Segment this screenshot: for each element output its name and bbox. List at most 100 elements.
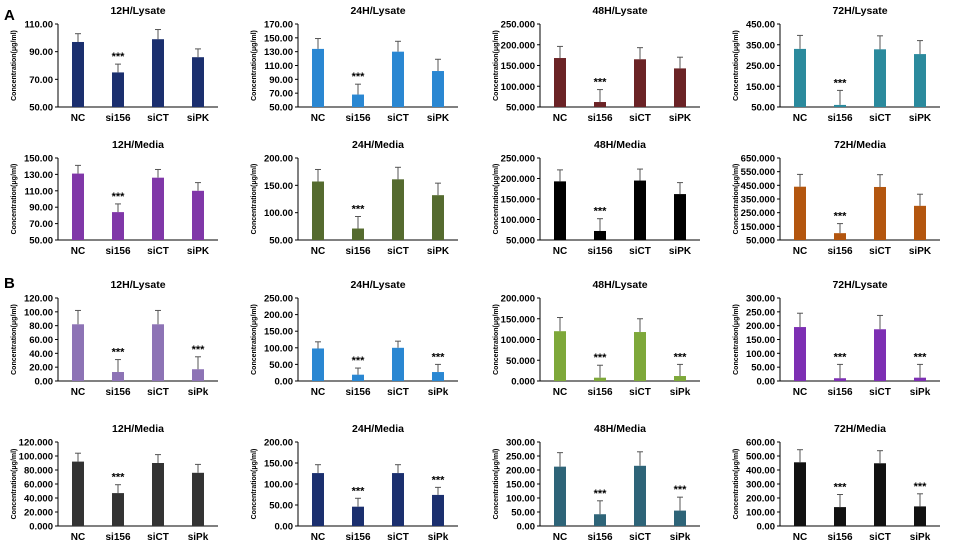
x-tick-label: siPk — [188, 532, 209, 543]
charts-layer: 12H/Lysate Concentration(μg/ml) 50.00 70.00… — [11, 5, 940, 543]
y-tick-label: 250.000 — [741, 208, 775, 219]
x-tick-label: siCT — [387, 532, 409, 543]
x-tick-label: siCT — [147, 246, 169, 257]
bar-sict — [152, 324, 164, 381]
x-tick-label: si156 — [105, 532, 130, 543]
x-tick-label: si156 — [105, 387, 130, 398]
y-axis-label: Concentration(μg/ml) — [733, 449, 740, 520]
bar-nc — [794, 48, 806, 107]
chart-4: 72H/Lysate Concentration(μg/ml) 50.00 150.0… — [733, 5, 940, 124]
y-tick-label: 200.00 — [264, 438, 293, 449]
y-tick-label: 50.00 — [269, 103, 293, 114]
x-tick-label: NC — [793, 113, 807, 124]
bar-si156 — [594, 514, 606, 526]
x-tick-label: si156 — [587, 387, 612, 398]
y-tick-label: 250.000 — [501, 154, 535, 165]
bar-si156 — [352, 228, 364, 240]
y-tick-label: 20.000 — [24, 508, 53, 519]
x-tick-label: si156 — [105, 113, 130, 124]
chart-7: 48H/Media Concentration(μg/ml) 50.000 100.0… — [493, 139, 700, 257]
x-tick-label: siPK — [669, 246, 692, 257]
x-tick-label: siPK — [909, 246, 932, 257]
bar-si156 — [834, 378, 846, 381]
y-tick-label: 150.00 — [24, 154, 53, 165]
significance-label: *** — [674, 484, 688, 496]
chart-8: 72H/Media Concentration(μg/ml) 50.000 150.0… — [733, 139, 940, 257]
x-tick-label: NC — [553, 387, 567, 398]
x-tick-label: NC — [71, 387, 85, 398]
x-tick-label: NC — [71, 532, 85, 543]
bar-sict — [874, 186, 886, 240]
panel-label-b: B — [4, 275, 15, 292]
y-tick-label: 100.00 — [506, 494, 535, 505]
chart-6: 24H/Media Concentration(μg/ml) 50.00 100.00… — [251, 139, 458, 257]
x-tick-label: si156 — [587, 246, 612, 257]
x-tick-label: siCT — [147, 532, 169, 543]
x-tick-label: siPK — [427, 246, 450, 257]
bar-nc — [312, 473, 324, 526]
y-tick-label: 200.000 — [501, 294, 535, 305]
y-tick-label: 170.00 — [264, 20, 293, 31]
bar-nc — [72, 324, 84, 381]
y-tick-label: 0.00 — [35, 377, 54, 388]
significance-label: *** — [352, 203, 366, 215]
x-tick-label: siCT — [629, 387, 651, 398]
y-axis-label: Concentration(μg/ml) — [11, 449, 18, 520]
y-tick-label: 150.00 — [264, 181, 293, 192]
y-tick-label: 0.00 — [757, 522, 776, 533]
significance-label: *** — [112, 51, 126, 63]
bar-nc — [72, 173, 84, 240]
significance-label: *** — [112, 191, 126, 203]
y-tick-label: 200.000 — [501, 174, 535, 185]
bar-sipk — [914, 54, 926, 107]
y-tick-label: 300.00 — [746, 294, 775, 305]
x-tick-label: NC — [793, 532, 807, 543]
significance-label: *** — [192, 344, 206, 356]
y-tick-label: 50.000 — [746, 236, 775, 247]
bar-sipk — [674, 68, 686, 107]
x-tick-label: si156 — [345, 532, 370, 543]
y-tick-label: 50.000 — [506, 356, 535, 367]
bar-si156 — [594, 102, 606, 107]
y-tick-label: 0.00 — [275, 377, 294, 388]
y-tick-label: 250.00 — [746, 307, 775, 318]
y-tick-label: 100.00 — [264, 343, 293, 354]
y-axis-label: Concentration(μg/ml) — [733, 304, 740, 375]
bar-sipk — [192, 57, 204, 107]
y-axis-label: Concentration(μg/ml) — [251, 304, 258, 375]
bar-sipk — [674, 376, 686, 381]
y-tick-label: 150.00 — [264, 459, 293, 470]
y-tick-label: 150.000 — [501, 195, 535, 206]
x-tick-label: si156 — [827, 387, 852, 398]
x-tick-label: siPk — [910, 532, 931, 543]
bar-sict — [392, 179, 404, 240]
y-tick-label: 200.00 — [746, 321, 775, 332]
y-tick-label: 200.00 — [506, 466, 535, 477]
y-tick-label: 80.00 — [29, 321, 53, 332]
y-tick-label: 0.00 — [517, 522, 536, 533]
x-tick-label: NC — [311, 532, 325, 543]
significance-label: *** — [594, 352, 608, 364]
bar-sipk — [674, 194, 686, 240]
x-tick-label: siPk — [670, 387, 691, 398]
bar-sipk — [192, 190, 204, 240]
x-tick-label: si156 — [827, 532, 852, 543]
y-axis-label: Concentration(μg/ml) — [251, 164, 258, 235]
y-tick-label: 150.00 — [746, 82, 775, 93]
significance-label: *** — [112, 347, 126, 359]
y-tick-label: 100.000 — [501, 215, 535, 226]
y-tick-label: 250.00 — [506, 452, 535, 463]
chart-title: 24H/Lysate — [350, 279, 405, 291]
bar-si156 — [834, 104, 846, 107]
y-tick-label: 50.00 — [751, 103, 775, 114]
chart-14: 24H/Media Concentration(μg/ml) 0.00 50.00 10… — [251, 423, 458, 543]
y-tick-label: 450.000 — [741, 181, 775, 192]
y-axis-label: Concentration(μg/ml) — [733, 164, 740, 235]
bar-sipk — [432, 372, 444, 381]
bar-sipk — [432, 494, 444, 526]
y-tick-label: 150.00 — [264, 33, 293, 44]
y-tick-label: 350.000 — [741, 195, 775, 206]
significance-label: *** — [352, 485, 366, 497]
chart-12: 72H/Lysate Concentration(μg/ml) 0.00 50.00 1… — [733, 279, 940, 398]
x-tick-label: siPK — [427, 113, 450, 124]
